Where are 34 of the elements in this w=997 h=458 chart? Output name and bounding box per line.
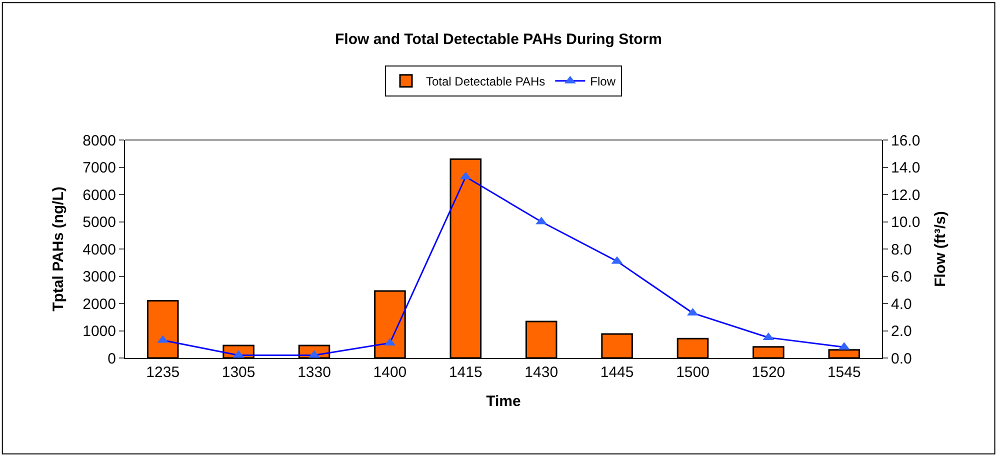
y2-tick-label: 12.0 <box>891 186 920 204</box>
y2-tick-label: 4.0 <box>891 296 912 313</box>
y2-tick-label: 10.0 <box>891 214 920 231</box>
x-tick-label: 1520 <box>752 364 786 381</box>
y-tick-label: 4000 <box>82 241 116 258</box>
x-tick-label: 1445 <box>600 364 634 381</box>
legend-label: Total Detectable PAHs <box>426 74 546 89</box>
y2-tick-label: 0.0 <box>891 350 912 368</box>
y2-axis-title: Flow (ft³/s) <box>932 211 950 287</box>
y-tick-label: 2000 <box>82 296 116 313</box>
y2-tick-label: 14.0 <box>891 160 920 176</box>
y2-tick-label: 6.0 <box>891 268 912 286</box>
x-tick-label: 1415 <box>448 364 482 381</box>
x-tick-label: 1235 <box>146 364 180 381</box>
x-tick-label: 1545 <box>827 364 861 381</box>
x-tick-label: 1330 <box>298 364 331 381</box>
y-axis-title: Tptal PAHs (ng/L) <box>50 186 67 312</box>
y2-tick-label: 2.0 <box>891 323 912 340</box>
x-tick-label: 1400 <box>373 364 407 381</box>
y-tick-label: 7000 <box>82 160 116 176</box>
y-tick-label: 0 <box>108 350 116 368</box>
y2-tick-label: 16.0 <box>891 132 920 150</box>
y-tick-label: 5000 <box>82 214 116 231</box>
x-tick-label: 1500 <box>676 364 710 381</box>
y-tick-label: 3000 <box>82 268 116 286</box>
x-tick-label: 1305 <box>222 364 256 381</box>
legend-label: Flow <box>590 74 616 89</box>
y2-tick-label: 8.0 <box>891 241 912 258</box>
y-tick-label: 8000 <box>82 132 116 150</box>
chart-title: Flow and Total Detectable PAHs During Storm <box>335 31 662 48</box>
y-tick-label: 6000 <box>82 186 116 204</box>
x-tick-label: 1430 <box>524 364 558 381</box>
y-tick-label: 1000 <box>82 323 116 340</box>
x-axis-title: Time <box>486 393 521 410</box>
